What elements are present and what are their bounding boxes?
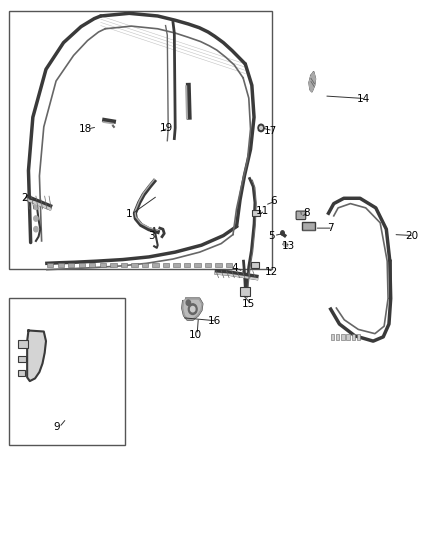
Text: 14: 14 [357, 94, 370, 103]
Text: 4: 4 [231, 263, 238, 272]
Text: 20: 20 [405, 231, 418, 240]
Bar [173, 263, 180, 266]
Bar [18, 370, 25, 376]
Bar [252, 210, 260, 216]
Bar [184, 263, 190, 266]
Bar [47, 263, 53, 266]
Bar [331, 334, 334, 340]
Text: 11: 11 [256, 206, 269, 215]
Bar [357, 334, 360, 340]
Bar [58, 263, 64, 266]
Bar [205, 263, 211, 266]
Bar [302, 222, 315, 230]
Text: 8: 8 [303, 208, 310, 218]
Polygon shape [182, 298, 202, 320]
Bar [226, 263, 232, 266]
Bar [336, 334, 339, 340]
Bar [100, 263, 106, 266]
Text: 13: 13 [282, 241, 295, 251]
Circle shape [281, 231, 284, 235]
Bar [194, 263, 201, 266]
Bar [163, 263, 169, 266]
Bar [352, 334, 355, 340]
Polygon shape [309, 72, 315, 92]
Text: 10: 10 [188, 330, 201, 340]
Text: 3: 3 [148, 231, 155, 240]
Bar [18, 356, 26, 362]
Circle shape [34, 227, 38, 232]
Bar [110, 263, 117, 266]
Text: 5: 5 [268, 231, 275, 240]
Text: 17: 17 [264, 126, 277, 135]
Circle shape [186, 300, 191, 305]
Text: 1: 1 [126, 209, 133, 219]
Bar [9, 298, 125, 445]
Bar [346, 334, 350, 340]
Bar [152, 263, 159, 266]
Text: 19: 19 [160, 123, 173, 133]
FancyBboxPatch shape [296, 211, 306, 220]
Circle shape [34, 216, 38, 221]
Text: 12: 12 [265, 267, 278, 277]
Bar [251, 262, 259, 268]
Bar [79, 263, 85, 266]
Text: 9: 9 [53, 423, 60, 432]
Circle shape [34, 204, 38, 209]
Text: 2: 2 [21, 193, 28, 203]
Text: 16: 16 [208, 316, 221, 326]
Text: 15: 15 [242, 299, 255, 309]
Circle shape [191, 306, 195, 312]
Bar [215, 263, 222, 266]
Bar [240, 287, 250, 296]
Bar [142, 263, 148, 266]
Polygon shape [27, 330, 46, 381]
Bar [89, 263, 95, 266]
Circle shape [284, 243, 287, 247]
Bar [9, 11, 272, 269]
Circle shape [258, 124, 264, 132]
Circle shape [188, 304, 197, 314]
Bar [131, 263, 138, 266]
Text: 7: 7 [327, 223, 334, 233]
Bar [341, 334, 345, 340]
Circle shape [260, 126, 262, 130]
Bar [68, 263, 74, 266]
Bar [121, 263, 127, 266]
Text: 6: 6 [270, 196, 277, 206]
Text: 18: 18 [79, 124, 92, 134]
Bar [18, 340, 28, 348]
